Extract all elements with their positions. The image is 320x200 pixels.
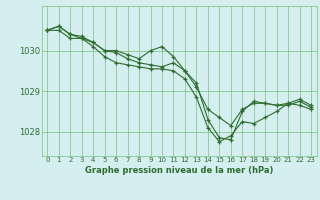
X-axis label: Graphe pression niveau de la mer (hPa): Graphe pression niveau de la mer (hPa) [85, 166, 273, 175]
